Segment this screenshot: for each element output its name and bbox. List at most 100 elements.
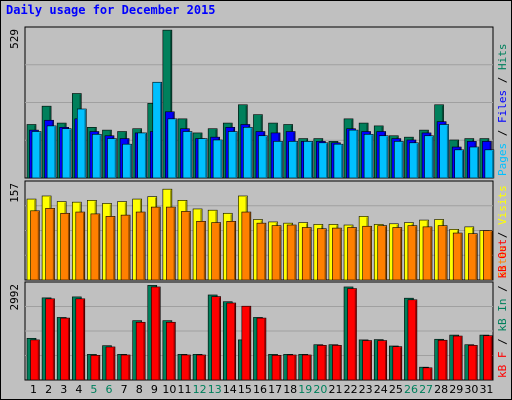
bar-kbout-16 <box>256 317 267 381</box>
x-tick-label: 15 <box>238 383 252 396</box>
bar-sites-12 <box>196 221 206 281</box>
x-tick-label: 5 <box>90 383 97 396</box>
bar-sites-21 <box>332 227 342 281</box>
legend-entry: Pages <box>496 143 509 176</box>
bar-pages-23 <box>363 134 374 179</box>
bar-pages-2 <box>46 125 57 179</box>
bar-pages-26 <box>409 142 419 179</box>
bar-kbout-3 <box>60 317 70 381</box>
bar-sites-24 <box>377 225 388 281</box>
bar-kbout-28 <box>437 339 448 381</box>
y-max-label: 2992 <box>8 284 21 311</box>
legend-entry: / <box>496 225 509 245</box>
x-tick-label: 1 <box>30 383 37 396</box>
bar-sites-13 <box>211 222 221 281</box>
bar-sites-11 <box>181 211 191 281</box>
legend-entry: Files <box>496 90 509 123</box>
bar-pages-15 <box>243 127 253 179</box>
bar-pages-16 <box>258 135 268 179</box>
bar-kbout-18 <box>286 354 297 381</box>
bar-sites-2 <box>45 208 55 281</box>
y-max-label: 157 <box>8 183 21 203</box>
x-tick-label: 28 <box>434 383 448 396</box>
bar-kbout-23 <box>362 340 372 381</box>
bar-kbout-2 <box>45 298 55 381</box>
bar-pages-13 <box>212 139 223 179</box>
legend-entry: / <box>496 123 509 143</box>
bar-sites-6 <box>105 216 116 281</box>
bar-pages-1 <box>31 131 42 179</box>
bar-kbout-20 <box>317 345 327 381</box>
bar-pages-28 <box>439 124 449 179</box>
bar-kbout-8 <box>135 321 146 381</box>
bar-kbout-11 <box>181 354 191 381</box>
bar-kbout-25 <box>392 346 403 381</box>
legend-entry: / <box>496 70 509 90</box>
bar-pages-9 <box>152 81 163 179</box>
bar-sites-30 <box>468 233 478 281</box>
bar-pages-31 <box>484 149 495 179</box>
legend-entry: Sites <box>496 245 509 278</box>
bar-pages-5 <box>92 134 102 179</box>
bar-pages-7 <box>122 143 132 179</box>
x-tick-label: 4 <box>75 383 82 396</box>
bar-sites-26 <box>407 225 418 281</box>
bar-kbout-12 <box>196 354 206 381</box>
x-tick-label: 14 <box>223 383 237 396</box>
bar-sites-5 <box>90 213 101 281</box>
bar-pages-6 <box>107 138 117 179</box>
bar-pages-12 <box>197 138 208 179</box>
x-tick-label: 22 <box>344 383 358 396</box>
bar-kbout-19 <box>301 354 312 381</box>
bar-sites-14 <box>226 221 237 281</box>
x-tick-label: 21 <box>328 383 342 396</box>
legend-entry: kB F <box>496 352 509 379</box>
bar-sites-3 <box>60 212 70 281</box>
x-tick-label: 27 <box>419 383 433 396</box>
bar-sites-28 <box>437 225 448 281</box>
bar-sites-1 <box>30 210 40 281</box>
chart-title: Daily usage for December 2015 <box>6 3 216 17</box>
bar-sites-27 <box>422 226 433 281</box>
x-tick-label: 29 <box>449 383 463 396</box>
x-tick-label: 25 <box>389 383 403 396</box>
bar-kbout-5 <box>90 354 101 381</box>
legend-entry: / <box>496 332 509 352</box>
x-tick-label: 9 <box>151 383 158 396</box>
bar-pages-3 <box>61 128 72 179</box>
bar-kbout-9 <box>150 286 161 381</box>
bar-sites-10 <box>166 206 176 281</box>
bar-sites-7 <box>120 214 131 281</box>
legend-entry: / <box>496 279 509 299</box>
bar-pages-30 <box>469 146 480 179</box>
bar-pages-24 <box>378 135 389 179</box>
bar-kbout-6 <box>105 346 116 381</box>
x-tick-label: 20 <box>313 383 327 396</box>
bar-pages-11 <box>182 131 193 179</box>
bar-sites-22 <box>347 227 357 281</box>
legend-visits-sites: Sites / Visits <box>496 185 509 278</box>
x-tick-label: 26 <box>404 383 418 396</box>
bar-pages-21 <box>333 143 344 179</box>
bar-kbout-4 <box>75 298 86 381</box>
bar-kbout-13 <box>211 296 221 381</box>
x-tick-label: 7 <box>121 383 128 396</box>
x-tick-label: 2 <box>45 383 52 396</box>
bar-kbout-10 <box>166 321 176 381</box>
bar-pages-20 <box>318 142 329 179</box>
bar-kbout-1 <box>30 339 40 381</box>
bar-kbout-17 <box>271 354 282 381</box>
bar-pages-10 <box>167 118 178 179</box>
bar-pages-29 <box>454 149 465 179</box>
panel-hits-files-pages: 529 Pages / Files / Hits <box>8 26 509 179</box>
x-tick-label: 11 <box>178 383 192 396</box>
x-tick-label: 24 <box>374 383 388 396</box>
bar-pages-25 <box>394 141 404 179</box>
bar-kbout-7 <box>120 354 131 381</box>
bar-sites-23 <box>362 225 372 281</box>
x-tick-label: 8 <box>136 383 143 396</box>
bar-sites-8 <box>135 211 146 281</box>
x-tick-label: 12 <box>193 383 207 396</box>
legend-entry: kB Out <box>496 239 509 279</box>
